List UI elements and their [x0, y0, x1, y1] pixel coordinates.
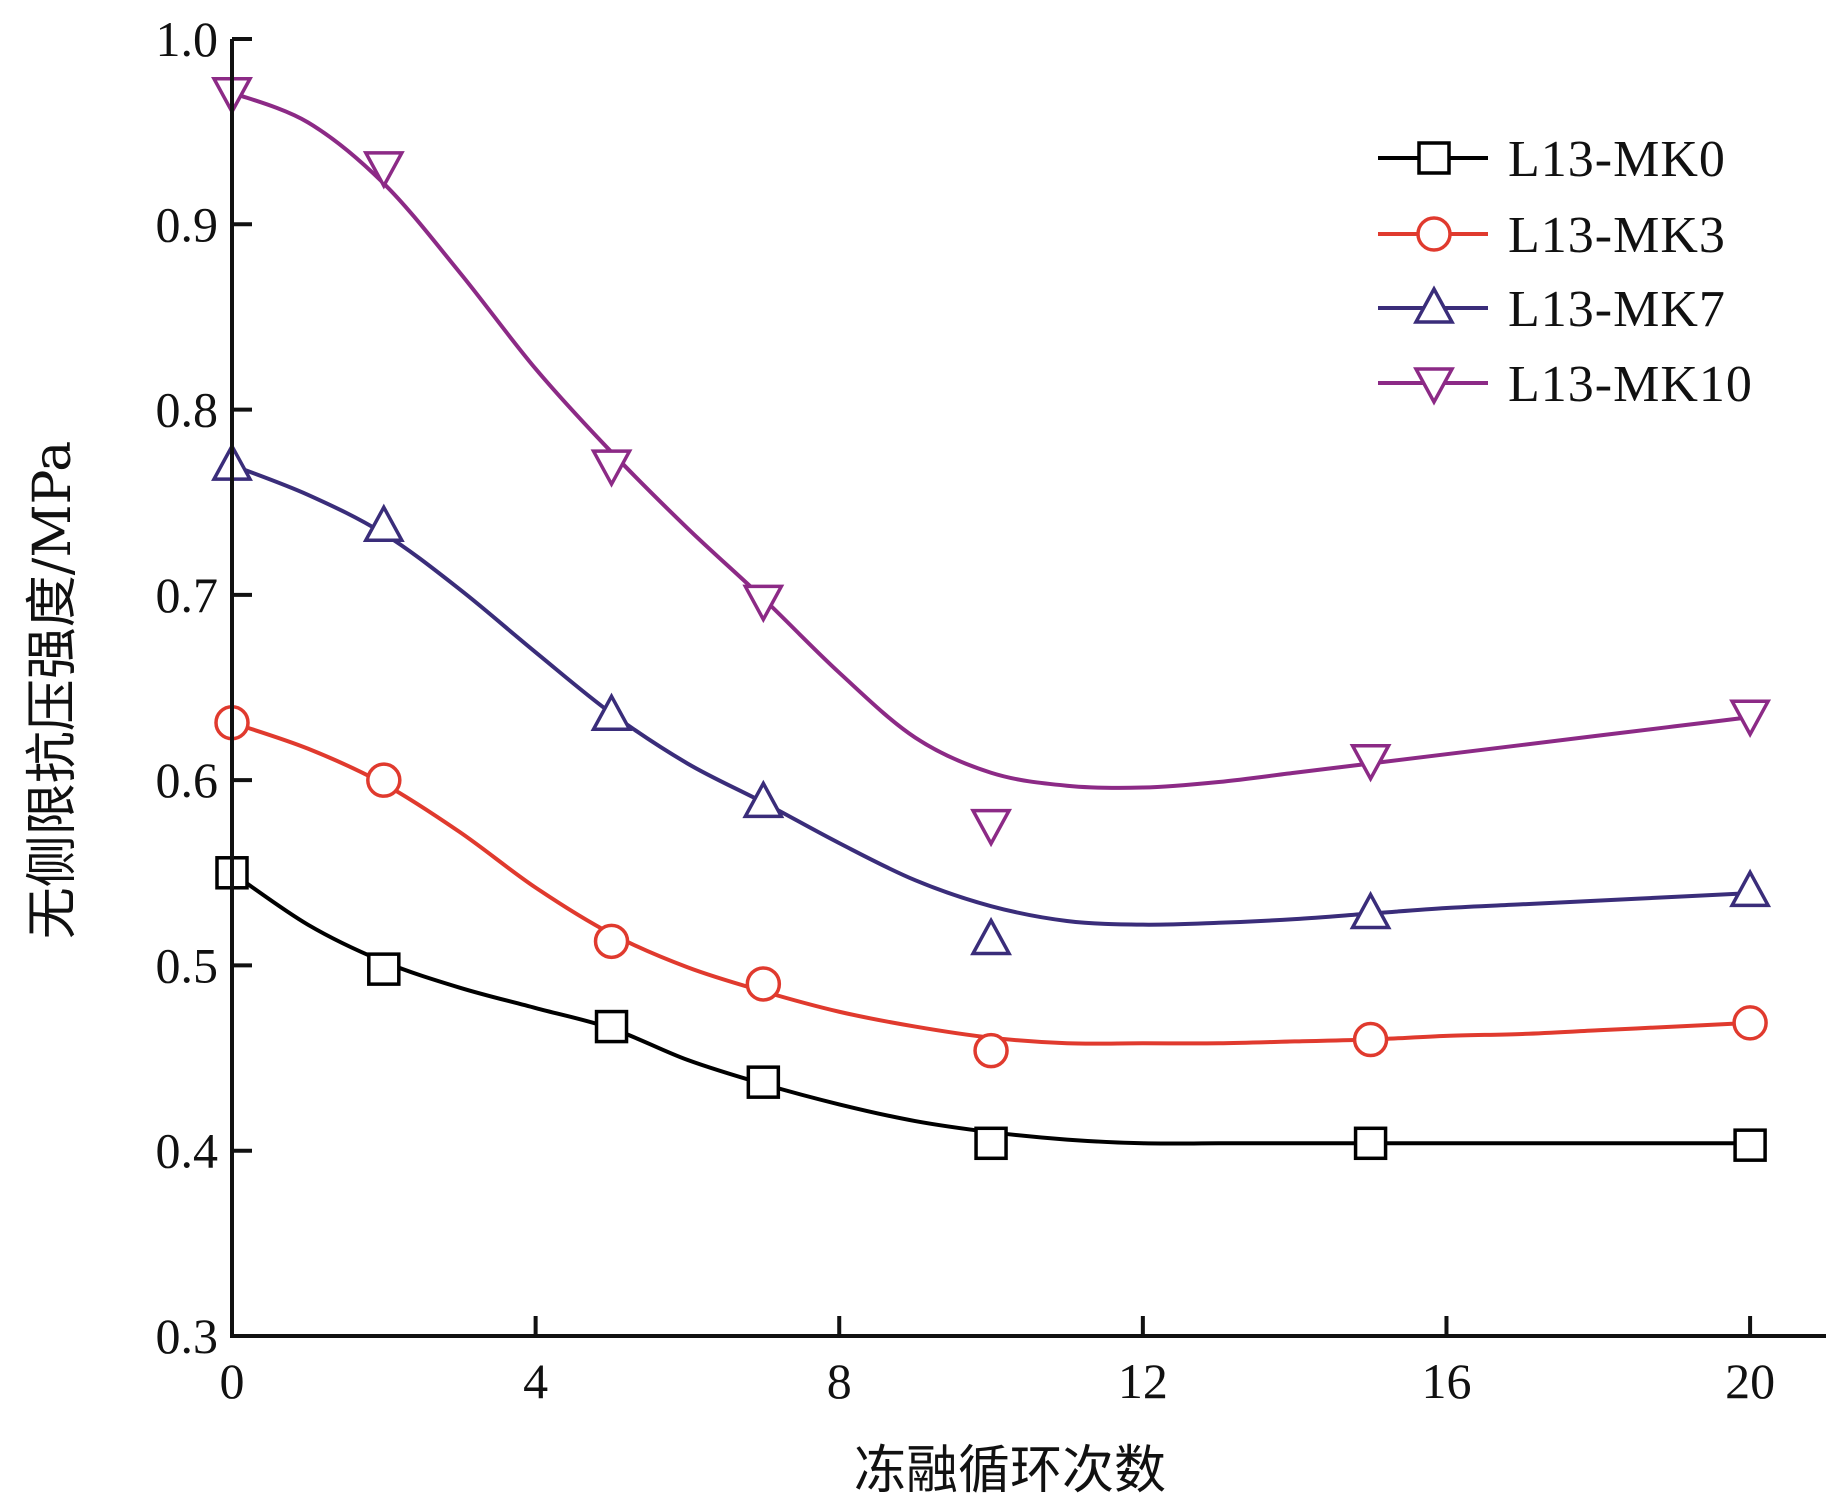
data-point — [1353, 1126, 1388, 1161]
x-tick-label: 0 — [220, 1353, 245, 1409]
y-tick-label: 1.0 — [156, 11, 219, 67]
y-tick-label: 0.6 — [156, 752, 219, 808]
data-point — [590, 692, 633, 732]
y-axis: 0.3 0.4 0.5 0.6 0.7 0.8 0.9 1.0 — [156, 11, 252, 1364]
y-tick-label: 0.4 — [156, 1123, 219, 1179]
x-axis-title: 冻融循环次数 — [854, 1441, 1166, 1501]
series-L13-MK7 — [211, 442, 1772, 956]
y-tick-label: 0.9 — [156, 196, 219, 252]
y-tick-label: 0.8 — [156, 382, 219, 438]
data-point — [593, 923, 630, 960]
series-line — [230, 90, 1753, 790]
series-L13-MK3 — [214, 704, 1768, 1069]
legend-entry: L13-MK3 — [1378, 207, 1726, 264]
data-point — [1729, 699, 1772, 738]
legend-label: L13-MK10 — [1508, 356, 1753, 413]
x-axis: 0 4 8 12 16 20 — [220, 1316, 1826, 1409]
legend-entry: L13-MK0 — [1378, 131, 1726, 188]
series-line — [230, 463, 1753, 927]
data-point — [974, 1126, 1008, 1161]
x-tick-label: 8 — [827, 1353, 852, 1409]
y-ticks: 0.3 0.4 0.5 0.6 0.7 0.8 0.9 1.0 — [156, 11, 252, 1364]
data-point — [1352, 1021, 1389, 1058]
data-point — [970, 916, 1012, 956]
data-point — [742, 584, 785, 624]
data-point — [1729, 868, 1772, 908]
series-line — [230, 870, 1753, 1146]
x-tick-label: 12 — [1118, 1353, 1168, 1409]
y-axis-title: 无侧限抗压强度/MPa — [23, 441, 83, 939]
legend: L13-MK0 L13-MK3 L13-MK7 L13-MK10 — [1378, 131, 1753, 413]
legend-marker — [1417, 141, 1451, 175]
data-point — [590, 449, 633, 488]
data-point — [362, 151, 405, 190]
legend-label: L13-MK7 — [1508, 281, 1726, 338]
legend-label: L13-MK3 — [1508, 207, 1726, 264]
legend-marker — [1413, 285, 1455, 324]
data-point — [1732, 1005, 1768, 1041]
data-point — [970, 808, 1012, 848]
data-point — [1349, 744, 1392, 783]
legend-entry: L13-MK7 — [1378, 281, 1726, 338]
x-ticks: 0 4 8 12 16 20 — [220, 1316, 1775, 1409]
data-point — [973, 1032, 1009, 1069]
series-line — [230, 720, 1753, 1046]
y-tick-label: 0.5 — [156, 937, 219, 993]
data-point — [745, 966, 782, 1002]
data-point — [1349, 890, 1392, 930]
data-point — [1733, 1128, 1767, 1162]
legend-marker — [1413, 367, 1455, 406]
data-point — [742, 779, 785, 819]
data-point — [362, 503, 405, 543]
y-tick-label: 0.3 — [156, 1308, 219, 1364]
data-point — [366, 762, 402, 798]
plot-area — [211, 76, 1772, 1162]
legend-entry: L13-MK10 — [1378, 356, 1753, 413]
legend-label: L13-MK0 — [1508, 131, 1726, 188]
y-tick-label: 0.7 — [156, 567, 219, 623]
x-tick-label: 20 — [1725, 1353, 1775, 1409]
data-point — [746, 1065, 781, 1099]
legend-marker — [1416, 216, 1452, 252]
series-L13-MK10 — [211, 76, 1772, 848]
data-point — [594, 1009, 629, 1044]
x-tick-label: 16 — [1421, 1353, 1471, 1409]
x-tick-label: 4 — [523, 1353, 548, 1409]
data-point — [367, 952, 401, 986]
